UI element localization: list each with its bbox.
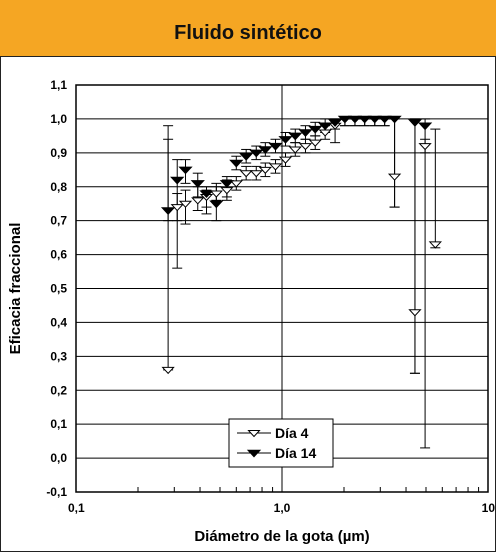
day14-marker: [327, 119, 343, 127]
day14-marker: [246, 449, 262, 458]
day4-marker: [258, 166, 272, 174]
y-tick-label: 1,0: [50, 112, 67, 126]
x-axis-label: Diámetro de la gota (µm): [194, 528, 369, 545]
x-tick-label: 10: [482, 501, 495, 515]
day14-marker: [357, 115, 372, 124]
y-tick-label: 0,9: [50, 146, 67, 160]
day14-marker: [288, 132, 303, 141]
x-tick-label: 0,1: [68, 501, 85, 515]
day14-marker: [367, 115, 382, 124]
day14-marker: [387, 115, 402, 124]
legend-box: [228, 418, 334, 468]
legend-label: Día 14: [275, 445, 316, 461]
day4-marker: [428, 241, 442, 249]
y-tick-label: 1,1: [50, 78, 67, 92]
day14-marker: [190, 180, 205, 188]
day14-marker: [298, 129, 313, 137]
day14-marker: [170, 176, 185, 185]
error-bars: [163, 118, 441, 449]
day4-marker: [288, 146, 302, 154]
chart-svg: -0,1 0,0 0,1 0,2 0,3 0,4 0,5 0,6 0,7 0,8 0,9 1,0 1,1…: [7, 78, 495, 545]
day14-marker: [318, 122, 333, 131]
y-tick-label: 0,3: [50, 349, 67, 363]
y-axis-label: Eficacia fraccional: [7, 223, 24, 355]
tick-labels: -0,1 0,0 0,1 0,2 0,3 0,4 0,5 0,6 0,7 0,8 0,9 1,0 1,1…: [46, 78, 495, 515]
day14-marker: [347, 115, 363, 124]
day14-marker: [178, 166, 193, 175]
day4-marker: [268, 163, 283, 171]
chart-panel: -0,1 0,0 0,1 0,2 0,3 0,4 0,5 0,6 0,7 0,8 0,9 1,0 1,1…: [0, 56, 496, 552]
day14-marker: [229, 159, 244, 168]
day4-marker: [220, 187, 234, 195]
day14-marker: [278, 136, 293, 144]
y-tick-label: -0,1: [46, 485, 67, 499]
y-tick-label: 0,0: [50, 451, 67, 465]
day14-marker: [258, 146, 273, 154]
day14-marker: [407, 119, 423, 127]
day4-marker: [308, 139, 322, 147]
day14-marker: [377, 115, 392, 124]
day4-marker: [209, 190, 223, 198]
day14-marker: [308, 125, 323, 134]
y-tick-label: 0,6: [50, 248, 67, 262]
day4-marker: [408, 309, 422, 317]
day4-marker: [229, 180, 243, 188]
y-tick-label: 0,8: [50, 180, 67, 194]
title-bar: Fluido sintético: [0, 0, 496, 56]
day14-marker: [219, 180, 235, 188]
day4-marker: [387, 173, 402, 181]
y-tick-label: 0,5: [50, 282, 67, 296]
day4-marker: [298, 143, 313, 151]
legend: Día 4 Día 14: [228, 418, 334, 468]
day4-marker: [191, 197, 205, 205]
y-tick-label: 0,2: [50, 383, 67, 397]
y-tick-label: 0,4: [50, 315, 67, 329]
legend-label: Día 4: [275, 425, 309, 441]
day4-marker: [239, 170, 253, 178]
day14-marker: [199, 190, 214, 199]
day4-marker: [418, 143, 432, 151]
y-tick-label: 0,1: [50, 417, 67, 431]
day4-marker: [249, 170, 263, 178]
markers: [160, 115, 442, 375]
chart-title: Fluido sintético: [174, 22, 322, 44]
day4-marker: [278, 156, 293, 164]
day4-marker: [161, 366, 175, 375]
day14-marker: [209, 200, 224, 209]
day14-marker: [337, 115, 353, 124]
x-tick-label: 1,0: [274, 501, 291, 515]
day14-marker: [268, 142, 283, 151]
day4-marker: [178, 200, 193, 208]
plot-area-frame: [75, 84, 489, 493]
day14-marker: [417, 122, 433, 131]
y-tick-label: 0,7: [50, 214, 67, 228]
day14-marker: [239, 153, 254, 161]
day14-marker: [160, 207, 176, 216]
day4-marker: [247, 430, 261, 438]
day14-marker: [249, 149, 264, 158]
